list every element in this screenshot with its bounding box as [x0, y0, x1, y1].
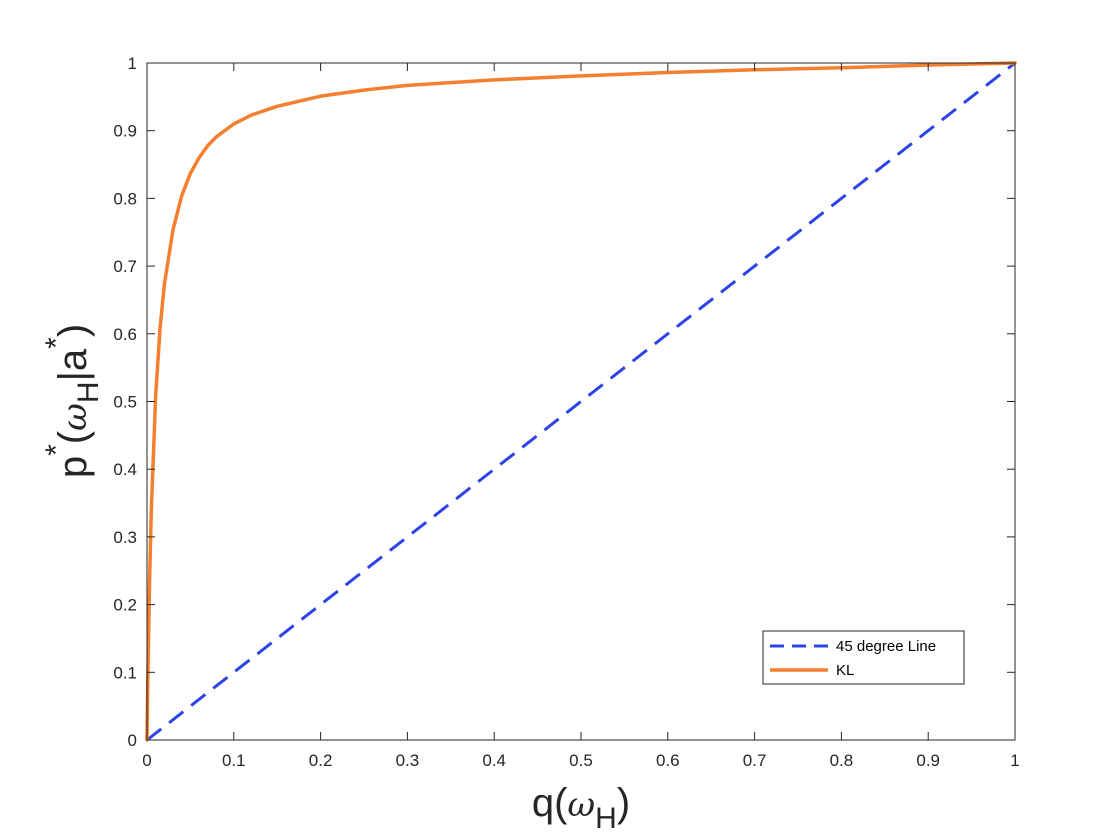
x-tick-label: 0.3 [396, 751, 420, 770]
y-tick-label: 0.6 [113, 325, 137, 344]
y-axis-title: p*(ωH|a*) [40, 324, 105, 478]
legend-label-kl: KL [836, 662, 854, 679]
y-tick-label: 0.5 [113, 393, 137, 412]
series-line-45-degree-line [146, 61, 1016, 742]
x-tick-label: 0.2 [309, 751, 333, 770]
x-tick-label: 0.8 [830, 751, 854, 770]
y-tick-label: 1 [128, 54, 137, 73]
x-tick-label: 0.4 [482, 751, 506, 770]
y-tick-label: 0.2 [113, 596, 137, 615]
x-tick-label: 1 [1010, 751, 1019, 770]
y-tick-label: 0.4 [113, 460, 137, 479]
x-tick-label: 0.1 [222, 751, 246, 770]
x-tick-label: 0.6 [656, 751, 680, 770]
y-tick-label: 0.7 [113, 257, 137, 276]
legend-label-45-degree-line: 45 degree Line [836, 638, 936, 655]
y-tick-label: 0.1 [113, 663, 137, 682]
legend: 45 degree Line KL [762, 630, 965, 685]
x-tick-label: 0.9 [916, 751, 940, 770]
series-layer [145, 61, 1017, 742]
tick-layer: 0 0.1 0.2 0.3 0.4 0.5 0.6 0.7 0.8 0.9 1 0 0.1 0.2 0.3 0… [113, 54, 1019, 770]
y-tick-label: 0.3 [113, 528, 137, 547]
x-tick-label: 0.7 [743, 751, 767, 770]
x-axis-title: q(ωH) [532, 781, 630, 835]
series-line-kl [145, 61, 1017, 742]
x-tick-label: 0.5 [569, 751, 593, 770]
x-tick-label: 0 [142, 751, 151, 770]
y-tick-label: 0.9 [113, 122, 137, 141]
legend-box [762, 630, 965, 685]
y-axis-title-group: p*(ωH|a*) [40, 324, 105, 478]
y-tick-label: 0 [128, 731, 137, 750]
y-tick-label: 0.8 [113, 189, 137, 208]
